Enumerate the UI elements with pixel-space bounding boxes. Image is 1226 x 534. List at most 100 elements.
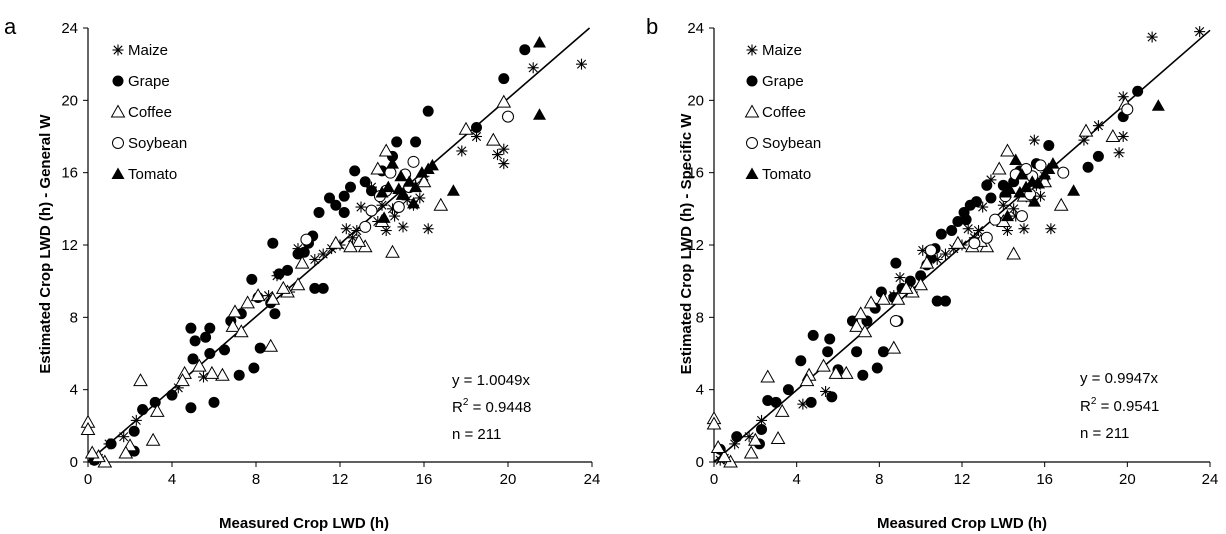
data-point-grape [807, 329, 819, 341]
panel-a: a 0 4 8 12 16 20 24 0 4 8 12 16 20 24 Maize Grape Coffe… [4, 14, 600, 532]
data-point-coffee [799, 373, 815, 387]
y-tick-label: 8 [70, 309, 78, 326]
data-point-coffee [240, 295, 255, 309]
data-point-grape [826, 391, 838, 403]
data-point-coffee [890, 291, 906, 305]
data-point-tomato [425, 158, 439, 171]
data-point-grape [939, 295, 951, 307]
y-tick-label: 4 [696, 382, 704, 399]
data-point-maize [1117, 131, 1129, 142]
data-point-grape [1043, 140, 1055, 152]
x-tick-label: 8 [252, 471, 260, 488]
data-point-tomato [1042, 162, 1056, 175]
data-point-coffee [133, 373, 148, 387]
data-point-grape [345, 181, 356, 193]
data-point-coffee [233, 324, 249, 338]
data-point-coffee [1053, 197, 1069, 211]
data-point-tomato [392, 182, 406, 194]
legend-label: Soybean [128, 135, 187, 152]
data-point-grape [267, 237, 279, 249]
data-point-coffee [458, 121, 474, 135]
panel-label-b: b [646, 14, 658, 39]
data-point-grape [105, 438, 117, 450]
y-tick-label: 20 [687, 92, 704, 109]
data-point-tomato [381, 180, 395, 193]
panel-a-sample-count: n = 211 [452, 426, 501, 443]
data-point-maize [939, 248, 951, 260]
data-point-soybean [300, 233, 313, 246]
data-point-grape [890, 257, 902, 269]
data-point-coffee [710, 440, 726, 454]
data-point-tomato [1013, 186, 1027, 198]
series-tomato [375, 35, 546, 223]
data-point-coffee [385, 244, 400, 258]
panel-a-y-axis-title: Estimated Crop LWD (h) - General W [37, 114, 54, 374]
data-point-coffee [1105, 128, 1121, 142]
data-point-maize [576, 58, 587, 70]
data-point-coffee [204, 365, 220, 379]
data-point-coffee [215, 367, 230, 381]
legend-item-tomato: Tomato [745, 166, 811, 183]
data-point-coffee [328, 235, 344, 249]
x-tick-label: 4 [792, 471, 800, 488]
data-point-coffee [991, 161, 1007, 175]
data-point-maize [498, 143, 510, 155]
data-point-tomato [394, 169, 408, 182]
data-point-maize [340, 223, 352, 235]
data-point-grape [324, 192, 335, 204]
data-point-maize [1028, 134, 1040, 146]
data-point-tomato [1019, 180, 1033, 193]
legend-label: Coffee [128, 104, 172, 121]
data-point-grape [185, 322, 197, 334]
data-point-tomato [1151, 99, 1165, 111]
legend-label: Soybean [762, 135, 821, 152]
data-point-coffee [1000, 143, 1015, 157]
data-point-coffee [118, 445, 134, 459]
data-point-maize [977, 201, 989, 213]
y-tick-label: 24 [61, 20, 78, 37]
data-point-soybean [989, 213, 1002, 226]
legend-marker-maize [746, 44, 758, 56]
data-point-grape [756, 423, 768, 435]
data-point-maize [498, 158, 510, 170]
data-point-coffee [913, 277, 929, 291]
legend-marker-tomato [111, 167, 125, 179]
data-point-coffee [191, 358, 207, 372]
data-point-coffee [828, 365, 844, 379]
data-point-grape [824, 333, 836, 345]
data-point-coffee [263, 338, 279, 352]
data-point-grape [309, 282, 321, 294]
legend-marker-soybean [112, 137, 124, 149]
data-point-soybean [1034, 159, 1047, 172]
data-point-grape [219, 344, 230, 356]
legend-label: Tomato [128, 166, 177, 183]
data-point-grape [1132, 85, 1144, 97]
data-point-grape [985, 192, 997, 204]
x-tick-label: 12 [332, 471, 349, 488]
data-point-coffee [485, 132, 501, 146]
data-point-grape [359, 176, 371, 188]
legend-label: Coffee [762, 104, 806, 121]
panel-a-x-axis-title: Measured Crop LWD (h) [219, 515, 389, 532]
data-point-maize [1146, 31, 1158, 43]
data-point-coffee [294, 255, 310, 269]
panel-b-r2-value: = 0.9541 [1096, 398, 1159, 415]
legend-label: Grape [762, 73, 804, 90]
y-tick-label: 4 [70, 382, 78, 399]
data-point-maize [355, 201, 367, 213]
panel-a-r2-exponent: 2 [463, 397, 469, 408]
data-point-maize [389, 210, 401, 222]
data-point-tomato [375, 186, 389, 198]
data-point-grape [519, 44, 531, 56]
legend-marker-coffee [744, 104, 760, 118]
data-point-grape [805, 396, 817, 408]
data-point-coffee [816, 358, 831, 372]
data-point-tomato [415, 166, 429, 178]
data-point-grape [149, 396, 161, 408]
data-point-soybean [1121, 103, 1134, 116]
data-point-maize [1117, 91, 1129, 103]
data-point-tomato [1000, 209, 1014, 222]
data-point-coffee [177, 365, 192, 379]
x-tick-label: 16 [416, 471, 433, 488]
data-point-soybean [502, 110, 514, 123]
